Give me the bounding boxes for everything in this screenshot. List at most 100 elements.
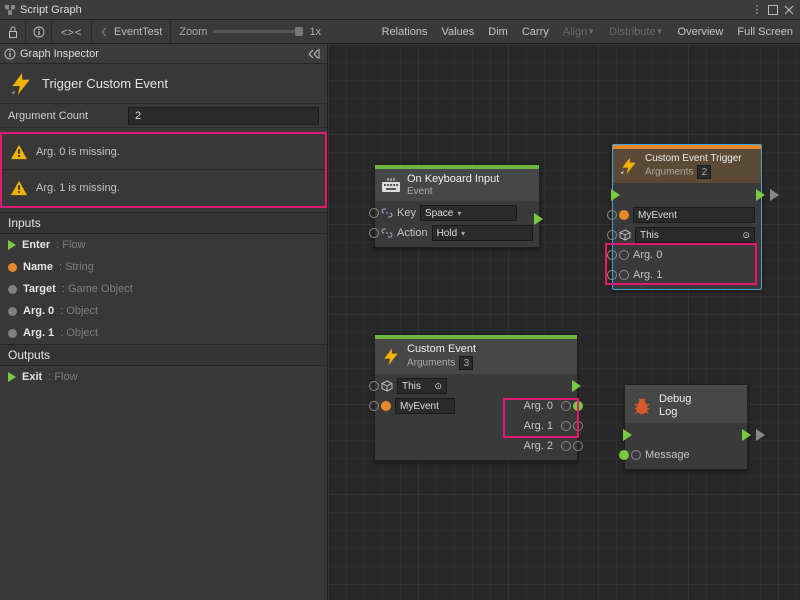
zoom-value: 1x — [309, 26, 321, 38]
obj-indicator — [561, 441, 571, 451]
arg0-label: Arg. 0 — [633, 249, 662, 261]
warning-text: Arg. 1 is missing. — [36, 182, 120, 194]
selected-node-name: Trigger Custom Event — [42, 76, 168, 91]
exec-out-port[interactable] — [742, 429, 751, 441]
port-socket[interactable] — [619, 450, 629, 460]
window-menu-icon[interactable]: ⋮ — [750, 3, 764, 17]
breadcrumb-text: EventTest — [114, 26, 162, 38]
port-socket[interactable] — [369, 401, 379, 411]
svg-text:<: < — [75, 27, 81, 38]
exec-chain-port[interactable] — [756, 429, 765, 441]
arg2-out-label: Arg. 2 — [524, 440, 553, 452]
node-title: Custom Event — [407, 343, 476, 356]
warning-row: Arg. 0 is missing. — [2, 134, 325, 170]
warning-text: Arg. 0 is missing. — [36, 146, 120, 158]
collapse-icon[interactable] — [305, 45, 323, 63]
graph-canvas[interactable]: On Keyboard Input Event Key Space Action… — [328, 44, 800, 600]
string-indicator — [619, 210, 629, 220]
breadcrumb[interactable]: EventTest — [92, 20, 171, 43]
obj-indicator — [619, 250, 629, 260]
cube-icon — [381, 380, 393, 392]
menu-relations[interactable]: Relations — [375, 20, 435, 44]
port-socket[interactable] — [369, 228, 379, 238]
exec-chain-port[interactable] — [770, 189, 779, 201]
arg1-out-label: Arg. 1 — [524, 420, 553, 432]
bolt-icon — [381, 347, 401, 367]
port-arg1: Arg. 1: Object — [0, 322, 327, 344]
node-custom-event[interactable]: Custom Event Arguments3 This⊙ MyEvent Ar… — [374, 334, 578, 461]
lock-icon[interactable] — [0, 20, 26, 44]
menu-carry[interactable]: Carry — [515, 20, 556, 44]
bug-icon — [631, 395, 653, 417]
maximize-icon[interactable] — [766, 3, 780, 17]
port-socket[interactable] — [607, 210, 617, 220]
target-field[interactable]: This⊙ — [635, 227, 755, 243]
menu-fullscreen[interactable]: Full Screen — [730, 20, 800, 44]
key-dropdown[interactable]: Space — [420, 205, 517, 221]
port-socket[interactable] — [369, 381, 379, 391]
toolbar-menu: Relations Values Dim Carry Align ▼ Distr… — [375, 20, 800, 44]
node-on-keyboard-input[interactable]: On Keyboard Input Event Key Space Action… — [374, 164, 540, 248]
inputs-header: Inputs — [0, 212, 327, 234]
message-label: Message — [645, 449, 690, 461]
variables-icon[interactable]: <>< — [52, 20, 92, 44]
node-title: Custom Event Trigger — [645, 153, 742, 165]
port-socket[interactable] — [607, 230, 617, 240]
port-socket[interactable] — [607, 250, 617, 260]
window-title-text: Script Graph — [20, 4, 82, 16]
window-titlebar: Script Graph ⋮ — [0, 0, 800, 20]
port-socket[interactable] — [369, 208, 379, 218]
node-debug-log[interactable]: Debug Log Message — [624, 384, 748, 470]
menu-align[interactable]: Align ▼ — [556, 20, 602, 44]
info-icon[interactable] — [26, 20, 52, 44]
exec-in-port[interactable] — [623, 429, 632, 441]
action-dropdown[interactable]: Hold — [432, 225, 533, 241]
svg-text:<>: <> — [61, 27, 74, 38]
port-enter: Enter: Flow — [0, 234, 327, 256]
menu-overview[interactable]: Overview — [671, 20, 731, 44]
warning-icon — [10, 144, 28, 160]
node-title: Debug — [659, 393, 691, 406]
node-args-label: Arguments2 — [645, 165, 742, 179]
menu-dim[interactable]: Dim — [481, 20, 515, 44]
cube-icon — [619, 229, 631, 241]
argument-count-input[interactable] — [128, 107, 319, 125]
toolbar-left-buttons: <>< — [0, 20, 92, 44]
target-field[interactable]: This⊙ — [397, 378, 447, 394]
port-name: Name: String — [0, 256, 327, 278]
args-badge[interactable]: 2 — [697, 165, 711, 179]
port-socket[interactable] — [607, 270, 617, 280]
node-subtitle: Event — [407, 186, 499, 197]
menu-values[interactable]: Values — [434, 20, 481, 44]
argument-count-label: Argument Count — [8, 110, 128, 122]
exec-in-port[interactable] — [611, 189, 620, 201]
node-custom-event-trigger[interactable]: Custom Event Trigger Arguments2 MyEvent … — [612, 144, 762, 290]
action-label: Action — [397, 227, 428, 239]
event-name-field[interactable]: MyEvent — [395, 398, 455, 414]
close-icon[interactable] — [782, 3, 796, 17]
warning-icon — [10, 180, 28, 196]
port-target: Target: Game Object — [0, 278, 327, 300]
graph-inspector: Graph Inspector Trigger Custom Event Arg… — [0, 44, 328, 600]
zoom-control: Zoom 1x — [171, 26, 329, 38]
canvas-grid — [328, 44, 800, 600]
toolbar: <>< EventTest Zoom 1x Relations Values D… — [0, 20, 800, 44]
string-indicator — [381, 401, 391, 411]
selected-node-header: Trigger Custom Event — [0, 64, 327, 104]
graph-tab-icon — [4, 4, 16, 16]
event-name-field[interactable]: MyEvent — [633, 207, 755, 223]
zoom-label: Zoom — [179, 26, 207, 38]
exec-out-port[interactable] — [756, 189, 765, 201]
obj-indicator — [561, 401, 571, 411]
node-args-label: Arguments3 — [407, 356, 476, 370]
menu-distribute[interactable]: Distribute ▼ — [602, 20, 670, 44]
obj-indicator — [631, 450, 641, 460]
outputs-header: Outputs — [0, 344, 327, 366]
inspector-header: Graph Inspector — [0, 44, 327, 64]
port-arg0: Arg. 0: Object — [0, 300, 327, 322]
args-badge[interactable]: 3 — [459, 356, 473, 370]
keyboard-icon — [381, 177, 401, 193]
exec-out-port[interactable] — [572, 380, 581, 392]
zoom-slider[interactable] — [213, 30, 303, 33]
arg1-label: Arg. 1 — [633, 269, 662, 281]
